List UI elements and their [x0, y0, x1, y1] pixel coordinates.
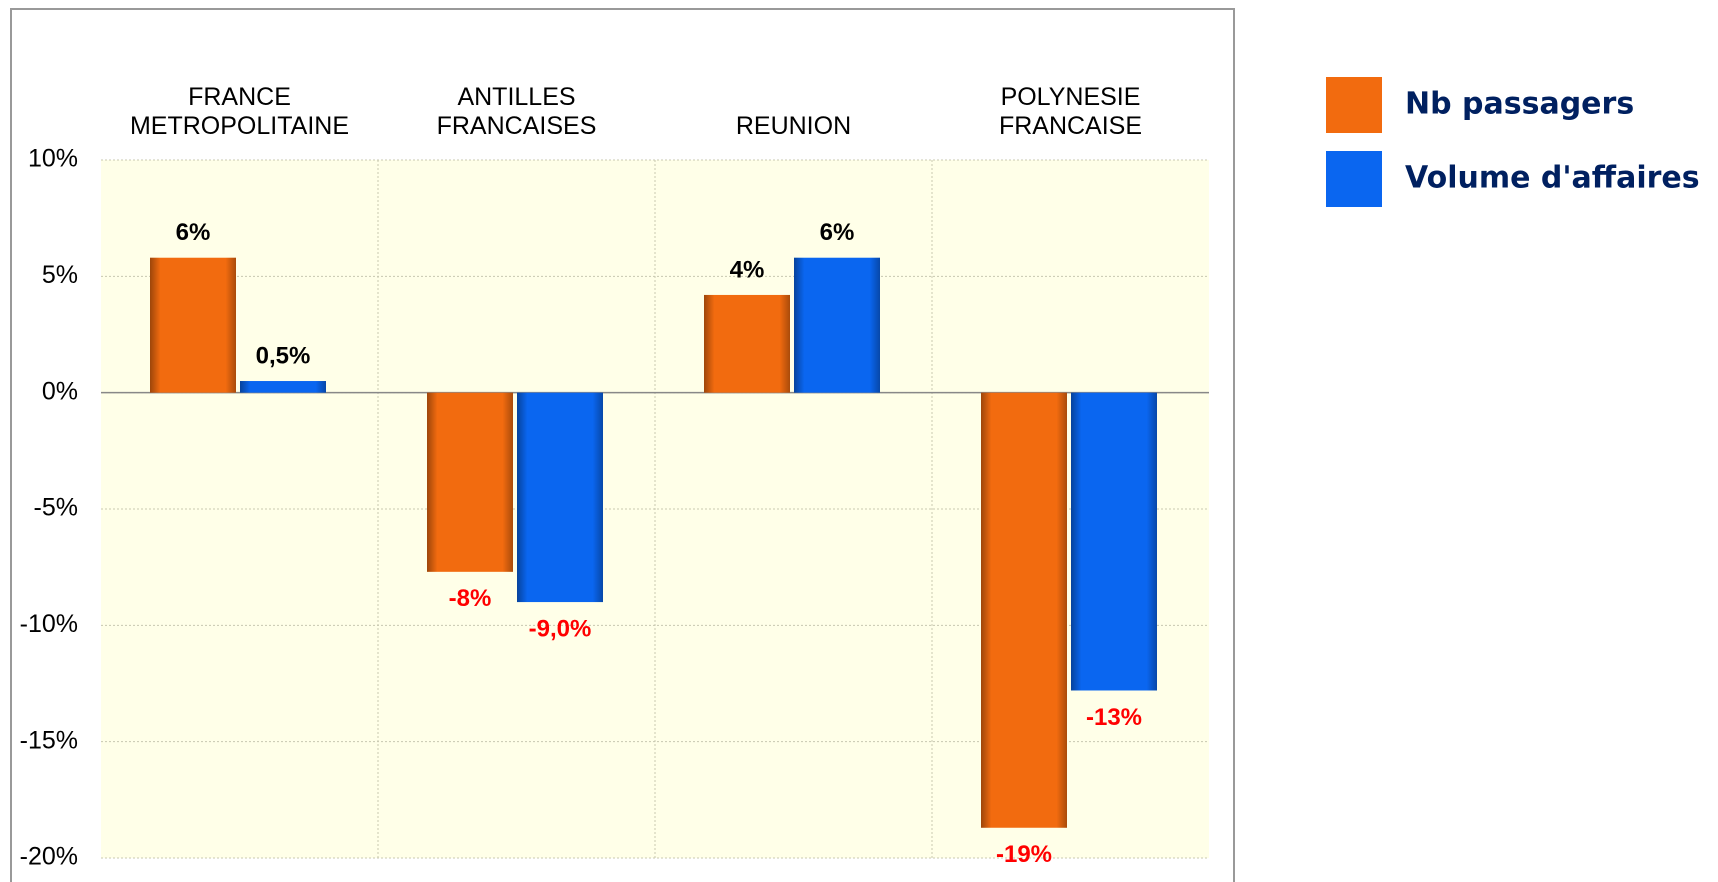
bar-bevel — [517, 392, 603, 603]
bar-bevel — [704, 294, 790, 393]
y-tick-label: -15% — [20, 726, 78, 754]
category-label: FRANCE METROPOLITAINE — [129, 83, 349, 140]
bar-bevel — [240, 381, 326, 393]
legend-swatch — [1326, 151, 1382, 207]
legend-label: Volume d'affaires — [1405, 161, 1700, 196]
data-label: -8% — [449, 585, 492, 612]
y-tick-label: -20% — [20, 843, 78, 871]
bar-bevel — [794, 257, 880, 393]
bar-bevel — [1071, 392, 1157, 691]
data-label: 0,5% — [256, 342, 311, 369]
y-tick-label: -5% — [34, 494, 78, 522]
y-tick-label: 0% — [42, 377, 78, 405]
category-label: REUNION — [735, 112, 852, 140]
y-tick-label: 5% — [42, 261, 78, 289]
category-label: POLYNESIE FRANCAISE — [998, 83, 1143, 140]
category-label: ANTILLES FRANCAISES — [436, 83, 597, 140]
bar-bevel — [981, 392, 1067, 828]
data-label: -13% — [1086, 704, 1142, 731]
data-label: -19% — [996, 841, 1052, 868]
data-label: -9,0% — [529, 615, 592, 642]
bar-bevel — [427, 392, 513, 572]
y-tick-label: -10% — [20, 610, 78, 638]
bar-bevel — [150, 257, 236, 393]
legend-label: Nb passagers — [1405, 87, 1634, 122]
legend-swatch — [1326, 77, 1382, 133]
y-tick-label: 10% — [28, 145, 78, 173]
data-label: 6% — [176, 219, 211, 246]
data-label: 4% — [730, 256, 765, 283]
data-label: 6% — [820, 219, 855, 246]
